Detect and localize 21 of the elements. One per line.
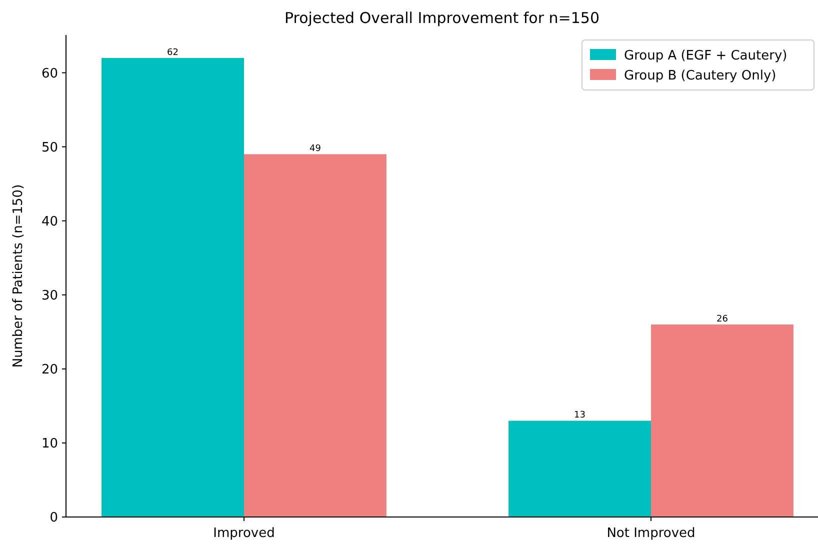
x-tick-label: Not Improved — [606, 526, 696, 541]
chart-title: Projected Overall Improvement for n=150 — [284, 9, 600, 27]
bar — [651, 324, 794, 517]
y-tick-label: 60 — [41, 66, 58, 82]
data-label: 26 — [716, 314, 728, 324]
y-tick-label: 40 — [41, 214, 58, 230]
legend-label: Group B (Cautery Only) — [624, 68, 776, 84]
y-axis-title: Number of Patients (n=150) — [11, 184, 26, 368]
data-label: 49 — [310, 144, 322, 154]
bar — [508, 420, 651, 517]
legend-label: Group A (EGF + Cautery) — [624, 48, 788, 64]
bar — [102, 58, 244, 517]
y-tick-label: 30 — [41, 288, 58, 304]
y-tick-label: 20 — [41, 362, 58, 378]
data-label: 62 — [167, 48, 178, 58]
y-tick-label: 50 — [41, 140, 58, 156]
y-tick-label: 0 — [50, 510, 58, 526]
data-label: 13 — [574, 410, 586, 421]
y-tick-label: 10 — [41, 436, 58, 452]
bar — [244, 154, 386, 517]
x-tick-label: Improved — [213, 526, 275, 541]
